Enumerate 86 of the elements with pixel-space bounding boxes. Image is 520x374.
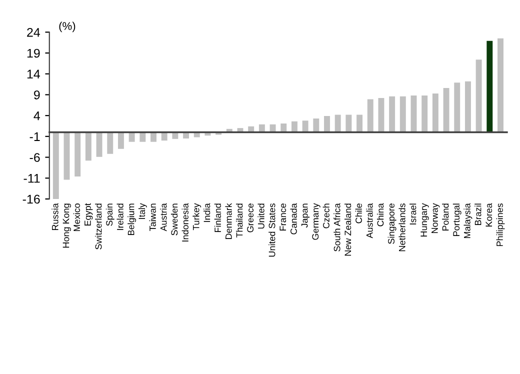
bar xyxy=(486,40,493,132)
y-tick-label: -16 xyxy=(22,194,40,204)
x-tick-label: United States xyxy=(268,203,276,257)
bar xyxy=(422,96,428,132)
x-tick-label: Philippines xyxy=(496,203,505,246)
x-tick-label: Mexico xyxy=(73,204,80,231)
bar xyxy=(302,120,308,132)
y-tick-label: 4 xyxy=(34,111,40,120)
x-tick-label: Ireland xyxy=(116,204,124,230)
bar xyxy=(161,132,168,141)
bar xyxy=(324,116,330,132)
x-tick-label: South Africa xyxy=(334,203,340,252)
bar xyxy=(107,132,114,154)
bar xyxy=(128,132,135,142)
bar xyxy=(140,132,146,142)
x-tick-label: Austria xyxy=(160,203,167,232)
bar xyxy=(64,132,70,180)
bar xyxy=(85,132,92,161)
y-tick-label: 24 xyxy=(27,28,40,37)
x-tick-label: Netherlands xyxy=(398,203,406,252)
x-tick-label: Malaysia xyxy=(464,203,472,238)
bar xyxy=(334,114,341,132)
x-tick-label: Chile xyxy=(355,204,362,224)
x-tick-label: Denmark xyxy=(225,203,232,240)
x-tick-label: Singapore xyxy=(388,204,396,244)
x-tick-label: Italy xyxy=(138,203,147,219)
x-tick-label: Australia xyxy=(366,203,373,238)
bar xyxy=(150,132,156,142)
x-tick-label: Czech xyxy=(322,204,330,228)
x-tick-label: Canada xyxy=(290,203,297,234)
x-tick-label: Hong Kong xyxy=(62,204,71,248)
bar xyxy=(291,121,298,132)
bar xyxy=(476,60,482,132)
x-tick-label: Switzerland xyxy=(95,204,102,250)
x-tick-label: Turkey xyxy=(192,203,202,230)
x-tick-label: Spain xyxy=(106,204,114,226)
x-tick-label: China xyxy=(377,203,384,226)
bar xyxy=(454,82,460,132)
y-tick-label: 14 xyxy=(27,70,40,78)
bar xyxy=(356,114,363,132)
x-tick-label: Korea xyxy=(486,203,492,226)
bar xyxy=(367,99,374,132)
x-tick-label: Portugal xyxy=(452,204,462,236)
bar xyxy=(389,96,396,132)
x-tick-label: Japan xyxy=(301,204,310,228)
x-tick-label: France xyxy=(280,204,286,230)
bar xyxy=(498,38,504,132)
y-tick-label: -6 xyxy=(30,153,40,162)
x-tick-label: Russia xyxy=(52,203,58,230)
bar xyxy=(52,132,59,199)
y-tick-label: -1 xyxy=(30,132,40,141)
x-tick-label: Brazil xyxy=(474,204,482,225)
bar xyxy=(378,98,384,132)
x-tick-label: Sweden xyxy=(170,204,178,236)
x-tick-label: United xyxy=(258,204,264,229)
x-tick-label: Greece xyxy=(247,204,254,232)
y-tick-label: 19 xyxy=(27,48,40,58)
bar xyxy=(118,132,124,149)
bar xyxy=(443,88,450,132)
bar xyxy=(400,96,406,132)
bar xyxy=(172,132,178,139)
x-tick-label: Belgium xyxy=(128,204,136,236)
x-tick-label: Finland xyxy=(214,204,221,232)
x-tick-label: Thailand xyxy=(236,204,243,238)
y-tick-label: -11 xyxy=(24,174,40,183)
x-tick-label: Indonesia xyxy=(182,203,188,242)
bar xyxy=(280,123,287,132)
x-tick-label: Hungary xyxy=(420,203,429,237)
bar xyxy=(74,132,81,176)
bar xyxy=(346,114,352,132)
x-tick-label: Taiwan xyxy=(149,204,156,232)
x-tick-label: India xyxy=(204,203,210,222)
bar xyxy=(313,118,320,132)
x-tick-label: New Zealand xyxy=(344,204,352,256)
bar xyxy=(96,132,102,157)
x-tick-label: Egypt xyxy=(84,203,93,226)
x-tick-label: Israel xyxy=(410,204,416,224)
x-tick-label: Germany xyxy=(312,203,320,240)
bar xyxy=(194,132,200,138)
x-tick-label: Norway xyxy=(432,203,440,233)
bar xyxy=(464,81,471,132)
y-axis-title: (%) xyxy=(59,22,76,32)
y-tick-label: 9 xyxy=(34,90,40,100)
bar xyxy=(432,93,438,132)
x-tick-label: Poland xyxy=(442,204,449,231)
bar xyxy=(410,96,417,132)
